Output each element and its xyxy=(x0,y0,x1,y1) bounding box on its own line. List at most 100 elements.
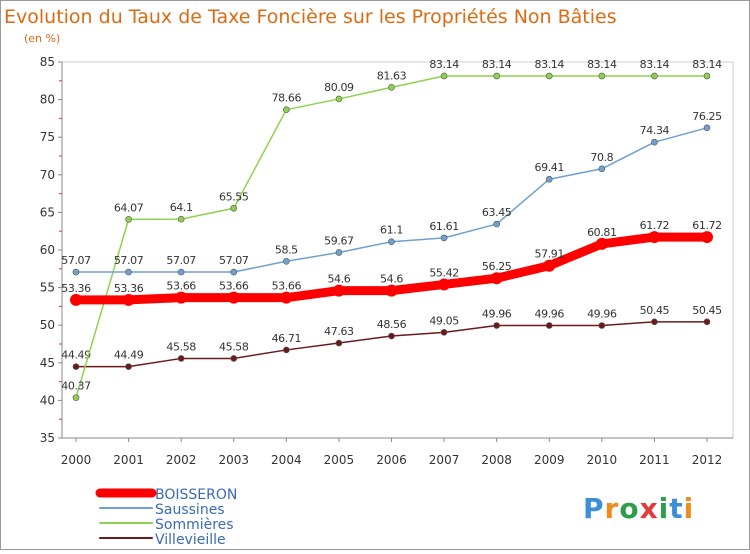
data-point xyxy=(493,220,500,228)
data-label: 74.34 xyxy=(640,124,670,137)
data-label: 53.36 xyxy=(61,282,91,295)
data-label: 54.6 xyxy=(380,273,403,286)
data-label: 80.09 xyxy=(324,81,354,94)
data-label: 44.49 xyxy=(61,349,91,362)
data-point xyxy=(595,237,608,250)
x-tick-label: 2009 xyxy=(534,453,565,467)
data-label: 57.07 xyxy=(61,254,91,267)
data-point xyxy=(701,231,713,244)
y-tick-label: 70 xyxy=(40,168,55,182)
data-label: 56.25 xyxy=(482,260,512,273)
data-point xyxy=(335,339,343,347)
data-point xyxy=(177,215,185,223)
data-label: 48.56 xyxy=(377,318,407,331)
data-label: 64.07 xyxy=(114,201,144,214)
data-label: 58.5 xyxy=(275,243,298,256)
data-label: 45.58 xyxy=(219,340,249,353)
data-label: 83.14 xyxy=(535,58,565,71)
data-point xyxy=(440,72,448,80)
proxiti-logo: Proxiti xyxy=(583,492,694,525)
x-tick-label: 2001 xyxy=(113,453,144,467)
data-point xyxy=(438,278,451,291)
data-label: 60.81 xyxy=(587,226,617,239)
logo-letter: i xyxy=(684,492,695,525)
data-point xyxy=(122,293,135,306)
data-point xyxy=(230,355,238,362)
legend-item-boisseron: BOISSERON xyxy=(95,487,237,503)
data-label: 83.14 xyxy=(482,58,512,71)
logo-letter: o xyxy=(619,492,639,525)
chart-subtitle: (en %) xyxy=(24,32,60,45)
data-label: 53.66 xyxy=(166,280,196,293)
data-point xyxy=(335,95,343,103)
data-label: 50.45 xyxy=(640,304,670,317)
y-tick-label: 50 xyxy=(40,318,55,332)
x-tick-label: 2008 xyxy=(481,453,512,467)
x-tick-label: 2007 xyxy=(429,453,460,467)
logo-letter: i xyxy=(659,492,670,525)
data-point xyxy=(703,124,711,132)
data-label: 57.07 xyxy=(114,254,144,267)
data-point xyxy=(703,72,711,80)
data-label: 45.58 xyxy=(166,340,196,353)
data-point xyxy=(230,204,238,212)
logo-letter: x xyxy=(640,492,659,525)
logo-letter: t xyxy=(669,492,683,525)
x-tick-label: 2003 xyxy=(218,453,249,467)
series-boisseron: 53.36 53.36 53.66 53.66 53.66 54.6 54.6 55.42 56… xyxy=(61,219,722,306)
data-label: 64.1 xyxy=(170,201,193,214)
y-tick-label: 85 xyxy=(40,55,55,69)
legend-item-sommières: Sommières xyxy=(99,517,234,533)
series-sommières: 40.37 64.07 64.1 65.55 78.66 80.09 81.63 83.14 8… xyxy=(61,58,723,401)
legend-item-saussines: Saussines xyxy=(99,502,225,518)
data-point xyxy=(335,249,343,256)
data-point xyxy=(440,329,448,336)
data-label: 53.36 xyxy=(114,282,144,295)
data-point xyxy=(280,291,293,304)
data-point xyxy=(651,138,658,146)
x-tick-label: 2005 xyxy=(324,453,355,467)
y-tick-label: 80 xyxy=(40,93,55,107)
data-point xyxy=(598,72,606,80)
logo-text: Proxiti xyxy=(583,492,694,525)
data-label: 83.14 xyxy=(692,58,722,71)
data-label: 49.05 xyxy=(429,314,459,327)
data-point xyxy=(388,238,395,246)
series-saussines: 57.07 57.07 57.07 57.07 58.5 59.67 61.1 61.61 63… xyxy=(61,110,723,276)
data-label: 83.14 xyxy=(640,58,670,71)
data-label: 46.71 xyxy=(272,332,302,345)
data-point xyxy=(651,318,658,326)
data-point xyxy=(125,216,132,223)
data-label: 65.55 xyxy=(219,190,249,203)
data-point xyxy=(283,257,290,265)
y-tick-label: 45 xyxy=(40,356,55,370)
data-point xyxy=(651,72,658,80)
x-tick-label: 2012 xyxy=(692,453,723,467)
legend-label: Villevieille xyxy=(155,532,226,548)
data-point xyxy=(385,284,398,297)
logo-letter: r xyxy=(605,492,620,525)
data-label: 61.72 xyxy=(640,219,670,232)
data-label: 47.63 xyxy=(324,325,354,338)
data-point xyxy=(545,322,553,329)
data-label: 50.45 xyxy=(692,304,722,317)
y-tick-label: 65 xyxy=(40,205,55,219)
data-point xyxy=(72,363,80,370)
data-point xyxy=(543,259,556,272)
y-tick-label: 35 xyxy=(40,431,55,445)
data-label: 44.49 xyxy=(114,349,144,362)
data-label: 59.67 xyxy=(324,234,354,247)
data-point xyxy=(490,272,503,285)
data-label: 57.91 xyxy=(535,248,565,261)
data-point xyxy=(493,72,500,80)
data-label: 57.07 xyxy=(166,254,196,267)
data-label: 63.45 xyxy=(482,206,512,219)
axes: 35 40 45 50 55 60 65 70 75 80 85 2000 2001 2002 2003 20… xyxy=(40,55,734,467)
data-point xyxy=(230,268,238,276)
x-tick-label: 2000 xyxy=(61,453,92,467)
data-label: 54.6 xyxy=(327,273,350,286)
legend-label: Saussines xyxy=(155,502,225,518)
legend-label: Sommières xyxy=(155,517,234,533)
